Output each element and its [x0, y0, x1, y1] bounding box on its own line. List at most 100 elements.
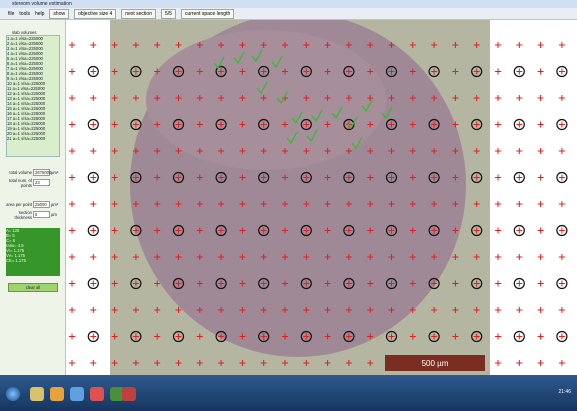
grid-circle [471, 118, 483, 131]
grid-cross [516, 121, 523, 128]
list-item[interactable]: 2 a=1 v/sa=225000 [7, 41, 43, 46]
grid-circle [556, 224, 568, 237]
grid-cross [345, 68, 352, 75]
grid-cross [558, 201, 565, 207]
grid-cross [260, 201, 267, 207]
list-item[interactable]: 21 a=1 v/sa=225000 [7, 136, 46, 141]
field-value[interactable]: 23 [33, 179, 50, 186]
slab-list[interactable]: 1 a=1 v/sa=225000 2 a=1 v/sa=225000 3 a=1 … [6, 35, 60, 157]
grid-cross [69, 68, 75, 75]
grid-cross [473, 95, 480, 101]
field-value[interactable]: 25000 [33, 201, 50, 208]
start-button[interactable] [6, 387, 20, 401]
field-value[interactable]: 2675000 [33, 169, 52, 176]
list-item[interactable]: 4 a=1 v/sa=225000 [7, 51, 43, 56]
list-item[interactable]: 10 a=1 v/sa=225000 [7, 81, 46, 86]
grid-cross [409, 201, 416, 207]
grid-circle [428, 171, 440, 184]
result-line: C= 8 [6, 238, 15, 243]
list-item[interactable]: 3 a=1 v/sa=225000 [7, 46, 43, 51]
grid-cross [239, 333, 246, 340]
clear-button[interactable]: clear all [8, 283, 58, 292]
taskbar-app[interactable] [122, 387, 136, 401]
grid-cross [324, 174, 331, 181]
list-item[interactable]: 1 a=1 v/sa=225000 [7, 36, 43, 41]
grid-cross [90, 95, 97, 101]
list-item[interactable]: 7 a=1 v/sa=225000 [7, 66, 43, 71]
toolbar-button[interactable]: current space length [180, 8, 235, 19]
grid-cross [132, 68, 139, 75]
grid-cross [409, 227, 416, 234]
menu-item[interactable]: help [34, 10, 45, 17]
list-item[interactable]: 18 a=1 v/sa=225000 [7, 121, 46, 126]
grid-cross [558, 254, 565, 260]
grid-cross [367, 201, 374, 207]
grid-cross [388, 148, 395, 154]
grid-cross [324, 280, 331, 287]
grid-circle [385, 65, 398, 78]
grid-cross [111, 148, 118, 154]
grid-cross [69, 360, 75, 366]
grid-circle [130, 277, 142, 290]
taskbar-app[interactable] [50, 387, 64, 401]
list-item[interactable]: 11 a=1 v/sa=225000 [7, 86, 45, 91]
grid-cross [111, 68, 118, 75]
list-item[interactable]: 16 a=1 v/sa=225000 [7, 111, 46, 116]
taskbar-app[interactable] [70, 387, 84, 401]
grid-cross [516, 254, 523, 260]
toolbar-button[interactable]: next section [121, 8, 156, 19]
list-item[interactable]: 17 a=1 v/sa=225000 [7, 116, 46, 121]
menu-item[interactable]: tools [19, 10, 30, 17]
grid-cross [196, 121, 203, 128]
grid-cross [516, 42, 523, 48]
grid-cross [260, 360, 267, 366]
toolbar-button[interactable]: show [49, 8, 70, 19]
grid-cross [175, 174, 182, 181]
grid-cross [239, 254, 246, 260]
grid-circle [343, 118, 355, 131]
grid-circle [172, 118, 185, 131]
grid-circle [258, 224, 270, 237]
grid-cross [239, 121, 246, 128]
taskbar-app[interactable] [110, 387, 124, 401]
grid-cross [111, 280, 118, 287]
grid-cross [154, 95, 161, 101]
toolbar-button[interactable]: 5/5 [160, 8, 176, 19]
grid-cross [154, 333, 161, 340]
checkmark [233, 51, 245, 65]
list-item[interactable]: 9 a=1 v/sa=225000 [7, 76, 43, 81]
grid-cross [388, 201, 395, 207]
grid-cross [260, 227, 267, 234]
menu-item[interactable]: file [8, 10, 15, 17]
toolbar-button[interactable]: objective size 4 [74, 8, 117, 19]
grid-cross [537, 148, 544, 154]
grid-circle [471, 171, 483, 184]
grid-cross [196, 307, 203, 313]
list-item[interactable]: 6 a=1 v/sa=225000 [7, 61, 43, 66]
grid-cross [324, 121, 331, 128]
list-item[interactable]: 5 a=1 v/sa=225000 [7, 56, 43, 61]
list-item[interactable]: 19 a=1 v/sa=225000 [7, 126, 46, 131]
grid-circle [300, 65, 312, 78]
grid-cross [69, 307, 75, 313]
list-item[interactable]: 14 a=1 v/sa=225000 [7, 101, 46, 106]
grid-circle [471, 330, 483, 343]
taskbar-app[interactable] [90, 387, 104, 401]
grid-cross [111, 307, 118, 313]
taskbar-app[interactable] [30, 387, 44, 401]
grid-circle [258, 277, 270, 290]
list-item[interactable]: 20 a=1 v/sa=225000 [7, 131, 46, 136]
grid-cross [431, 174, 438, 181]
checkmark [361, 99, 373, 113]
grid-cross [111, 360, 118, 366]
list-item[interactable]: 8 a=1 v/sa=225000 [7, 71, 43, 76]
list-item[interactable]: 12 a=1 v/sa=225000 [7, 91, 46, 96]
grid-cross [558, 307, 565, 313]
grid-cross [154, 68, 161, 75]
grid-cross [516, 95, 523, 101]
grid-cross [495, 254, 501, 260]
field-value[interactable]: 5 [33, 211, 50, 218]
grid-cross [239, 280, 246, 287]
list-item[interactable]: 13 a=1 v/sa=225000 [7, 96, 46, 101]
list-item[interactable]: 15 a=1 v/sa=225000 [7, 106, 46, 111]
